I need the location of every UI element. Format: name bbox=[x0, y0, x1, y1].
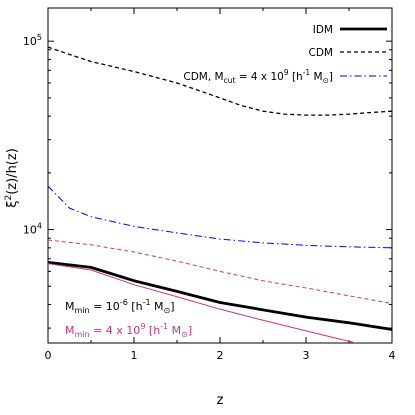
x-tick-label: 1 bbox=[131, 349, 138, 362]
series-line-cdm_mcut_mmin_low bbox=[48, 185, 392, 249]
annotations: Mmin = 10-6 [h-1 M⊙] Mmin = 4 x 109 [h-1 … bbox=[65, 298, 192, 339]
series-layer bbox=[48, 46, 392, 343]
y-axis-label: ξ2(z)/h(z) bbox=[4, 148, 20, 208]
x-tick-label: 4 bbox=[389, 349, 396, 362]
plot-frame bbox=[47, 7, 393, 344]
axis-ticks bbox=[47, 8, 393, 343]
x-tick-label: 0 bbox=[45, 349, 52, 362]
legend-label: CDM bbox=[309, 47, 333, 59]
mmin-annotation: Mmin = 4 x 109 [h-1 M⊙] bbox=[65, 322, 192, 339]
series-line-cdm_mmin_high bbox=[48, 239, 392, 305]
x-tick-label: 2 bbox=[217, 349, 224, 362]
x-axis-label: z bbox=[217, 393, 224, 408]
series-line-cdm_mmin_low bbox=[48, 46, 392, 116]
y-tick-label: 104 bbox=[23, 222, 42, 237]
legend-label: IDM bbox=[313, 24, 333, 36]
tick-labels: 0 1 2 3 4 104 105 bbox=[23, 33, 396, 362]
mmin-annotation: Mmin = 10-6 [h-1 M⊙] bbox=[65, 298, 175, 315]
series-line-idm_mmin_low bbox=[48, 260, 392, 331]
y-tick-label: 105 bbox=[23, 33, 42, 48]
x-tick-label: 3 bbox=[303, 349, 310, 362]
legend-label: CDM, Mcut = 4 x 109 [h-1 M⊙] bbox=[183, 68, 333, 85]
legend: IDM CDM CDM, Mcut = 4 x 109 [h-1 M⊙] bbox=[183, 24, 387, 85]
series-line-idm_mmin_high bbox=[48, 263, 358, 343]
